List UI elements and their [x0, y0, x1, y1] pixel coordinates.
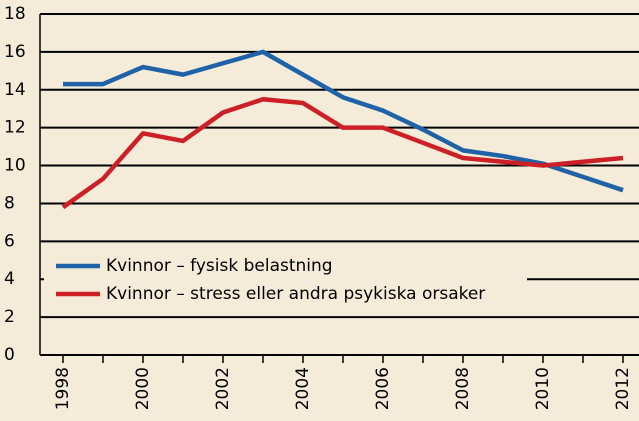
y-tick-label: 18	[4, 4, 26, 24]
y-tick-label: 6	[4, 231, 15, 251]
y-tick-label: 2	[4, 307, 15, 327]
series-line	[61, 97, 624, 210]
x-tick-label: 2002	[213, 367, 233, 410]
legend-label: Kvinnor – fysisk belastning	[106, 256, 333, 276]
x-tick-label: 2012	[613, 367, 633, 410]
x-tick-label: 2010	[533, 367, 553, 410]
x-tick-label: 2008	[453, 367, 473, 410]
y-tick-label: 12	[4, 118, 26, 138]
x-tick-label: 2000	[133, 367, 153, 410]
legend-box	[44, 250, 527, 310]
y-tick-label: 16	[4, 42, 26, 62]
series-line	[63, 49, 624, 193]
x-tick-label: 2004	[293, 367, 313, 410]
x-tick-label: 2006	[373, 367, 393, 410]
y-tick-label: 4	[4, 269, 15, 289]
y-tick-label: 10	[4, 156, 26, 176]
legend-label: Kvinnor – stress eller andra psykiska or…	[106, 284, 485, 304]
x-tick-label: 1998	[53, 367, 73, 410]
y-tick-label: 8	[4, 193, 15, 213]
y-tick-label: 0	[4, 345, 15, 365]
y-tick-label: 14	[4, 80, 26, 100]
